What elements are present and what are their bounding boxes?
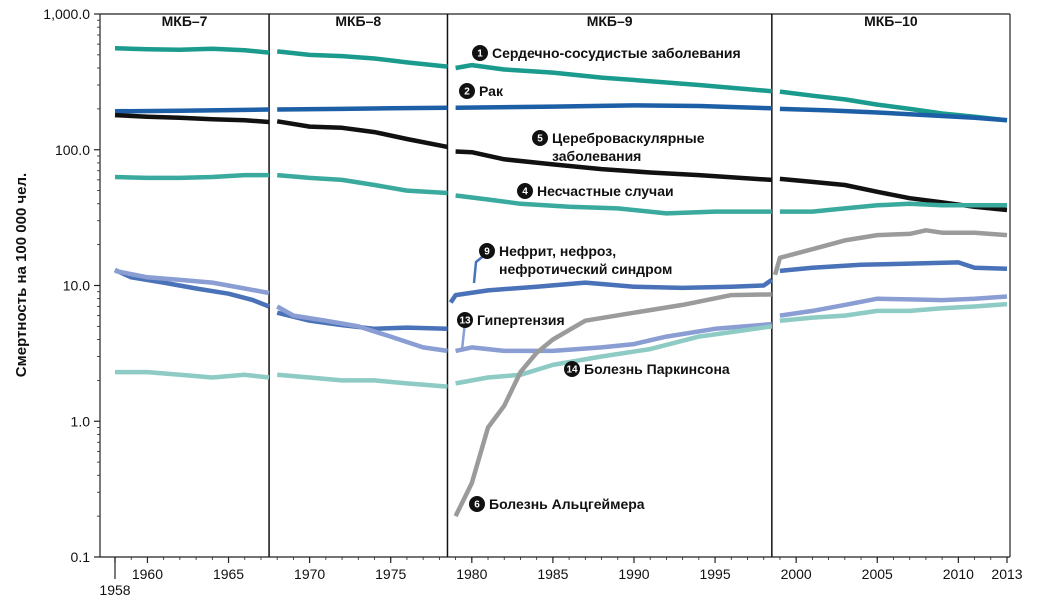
x-tick-label: 1990: [618, 566, 649, 582]
x-tick-label: 1960: [132, 566, 163, 582]
label-text: Гипертензия: [477, 312, 565, 328]
x-tick-label: 1965: [213, 566, 244, 582]
series-label-hypertension: 13 Гипертензия: [457, 312, 565, 328]
label-badge-number: 2: [464, 87, 470, 98]
y-tick-label: 1,000.0: [43, 6, 90, 22]
y-tick-label: 10.0: [63, 278, 90, 294]
series-label-heart: 1 Сердечно-сосудистые заболевания: [472, 45, 741, 61]
label-badge-number: 6: [474, 500, 480, 511]
series-line-heart: [114, 45, 270, 55]
y-tick-label: 1.0: [71, 413, 91, 429]
label-text: Нефрит, нефроз,: [499, 243, 616, 259]
series-label-stroke: 5 Цереброваскулярные заболевания: [532, 130, 705, 164]
label-badge-number: 13: [459, 316, 471, 327]
series-line-stroke: [114, 112, 270, 125]
series-line-accidents: [114, 172, 270, 181]
label-text: Сердечно-сосудистые заболевания: [492, 45, 741, 61]
series-line-hypertension: [114, 268, 270, 296]
series-label-parkinson: 14 Болезнь Паркинсона: [564, 361, 730, 377]
series-line-nephritis: [779, 260, 1008, 274]
series-line-cancer: [114, 107, 270, 114]
label-badge-number: 1: [477, 49, 483, 60]
series-line-parkinson: [277, 372, 448, 389]
series-line-heart: [276, 49, 448, 69]
x-tick-label: 2010: [943, 566, 974, 582]
x-tick-label: 2005: [862, 566, 893, 582]
series-line-accidents: [779, 201, 1007, 214]
series-line-parkinson: [115, 369, 270, 380]
series-line-cancer: [277, 105, 448, 112]
x-tick-label: 1975: [375, 566, 406, 582]
era-label: МКБ–9: [587, 13, 633, 29]
x-tick-label: 1985: [537, 566, 568, 582]
series-line-accidents: [277, 172, 448, 196]
x-tick-label: 1958: [99, 582, 130, 598]
label-badge-number: 5: [537, 134, 543, 145]
series-line-heart: [455, 62, 772, 94]
label-badge-number: 14: [566, 365, 578, 376]
label-text: Цереброваскулярные: [552, 130, 705, 146]
label-text-line2: нефротический синдром: [499, 261, 672, 277]
series-line-hypertension: [455, 321, 772, 354]
label-badge: [479, 243, 495, 259]
era-label: МКБ–8: [335, 13, 381, 29]
series-label-alzheimer: 6 Болезнь Альцгеймера: [469, 496, 645, 512]
series-label-accidents: 4 Несчастные случаи: [517, 183, 674, 199]
x-tick-label: 1970: [294, 566, 325, 582]
x-tick-label: 2000: [781, 566, 812, 582]
x-tick-label: 1980: [456, 566, 487, 582]
series-line-cancer: [779, 106, 1008, 123]
series-line-alzheimer: [453, 292, 772, 518]
series-line-hypertension: [276, 304, 448, 354]
label-badge: [472, 45, 488, 61]
series-line-accidents: [455, 193, 772, 216]
series-line-parkinson: [455, 324, 773, 386]
era-dividers: МКБ–7 МКБ–8 МКБ–9 МКБ–10: [162, 13, 918, 557]
series-line-nephritis: [448, 278, 774, 304]
label-text: Несчастные случаи: [537, 183, 674, 199]
label-badge: [532, 130, 548, 146]
label-text: Болезнь Альцгеймера: [489, 496, 645, 512]
label-badge: [564, 361, 580, 377]
label-badge-number: 4: [522, 187, 528, 198]
y-tick-label: 100.0: [55, 142, 90, 158]
y-tick-label: 0.1: [71, 549, 91, 565]
label-badge: [469, 496, 485, 512]
series-line-parkinson: [779, 301, 1008, 323]
label-badge: [459, 83, 475, 99]
series-label-cancer: 2 Рак: [459, 83, 504, 99]
label-text: Болезнь Паркинсона: [584, 361, 730, 377]
series-line-cancer: [455, 103, 772, 111]
label-text: Рак: [479, 83, 504, 99]
era-label: МКБ–7: [162, 13, 208, 29]
series-labels: 1 Сердечно-сосудистые заболевания 2 Рак 5 Цер…: [457, 45, 741, 512]
series-line-alzheimer: [772, 228, 1008, 276]
y-axis-title: Смертность на 100 000 чел.: [13, 173, 30, 377]
series-line-hypertension: [779, 294, 1008, 318]
label-text-line2: заболевания: [552, 148, 641, 164]
label-badge-number: 9: [484, 247, 490, 258]
label-badge: [457, 312, 473, 328]
series-line-nephritis: [114, 267, 270, 309]
series-line-stroke: [455, 149, 772, 183]
era-label: МКБ–10: [864, 13, 918, 29]
series-lines: [114, 45, 1008, 518]
x-tick-label: 1995: [699, 566, 730, 582]
x-tick-label: 2013: [991, 566, 1022, 582]
series-label-nephritis: 9 Нефрит, нефроз, нефротический синдром: [479, 243, 672, 277]
series-line-stroke: [276, 119, 448, 150]
label-badge: [517, 183, 533, 199]
